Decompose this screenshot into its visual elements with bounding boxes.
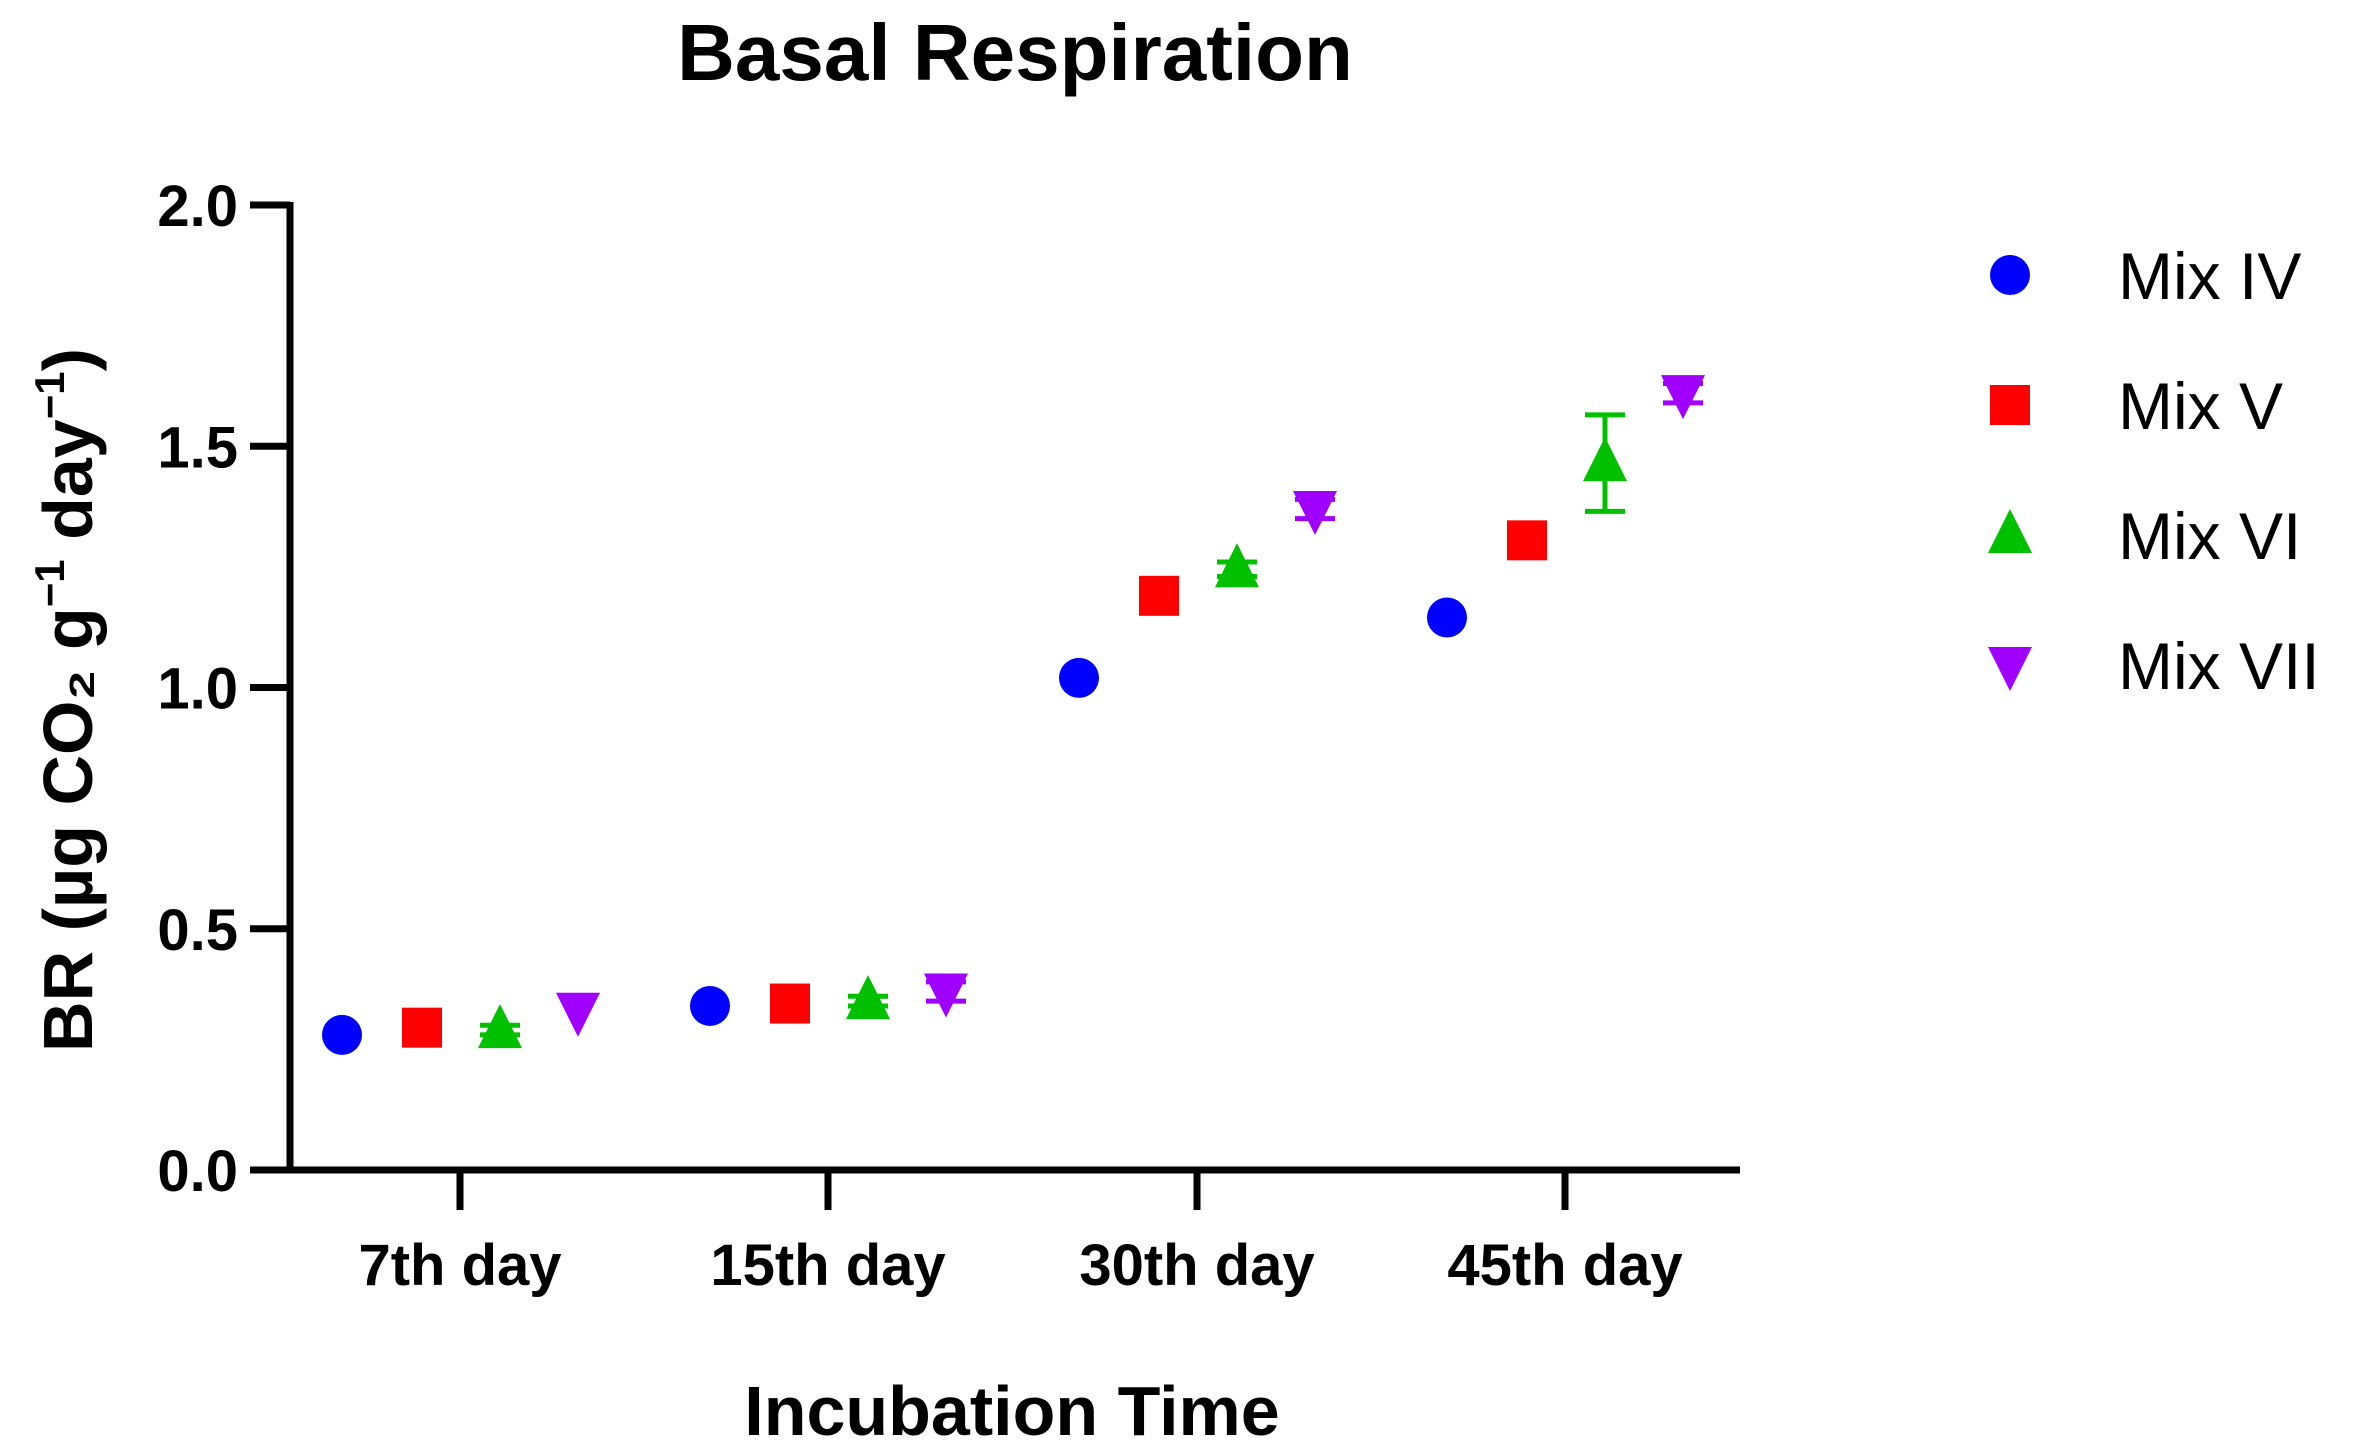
point-mix-vi (846, 975, 890, 1020)
legend-marker-mix-vi (1988, 509, 2032, 553)
legend-label-mix-vi: Mix VI (2118, 499, 2301, 573)
y-axis-title-prefix: BR (µg CO₂ g (29, 607, 107, 1052)
point-mix-v (1507, 520, 1547, 561)
point-mix-vii (556, 992, 600, 1037)
y-axis-title-suffix: ) (29, 348, 107, 371)
y-axis-title-middle: day (29, 419, 107, 559)
point-mix-vii (1293, 490, 1337, 535)
svg-text:BR (µg CO₂ g−1 day−1): BR (µg CO₂ g−1 day−1) (26, 348, 107, 1052)
point-mix-iv (690, 985, 730, 1026)
legend: Mix IV Mix V Mix VI Mix VII (1988, 239, 2320, 703)
point-mix-vii (924, 973, 968, 1018)
x-axis-title: Incubation Time (744, 1372, 1279, 1450)
x-tick-label: 45th day (1447, 1233, 1682, 1298)
point-mix-v (1139, 575, 1179, 616)
point-mix-vi (1583, 437, 1627, 482)
point-mix-iv (1059, 657, 1099, 698)
legend-label-mix-vii: Mix VII (2118, 629, 2320, 703)
y-tick-label: 1.5 (157, 415, 238, 480)
legend-label-mix-v: Mix V (2118, 369, 2283, 443)
point-mix-vi (478, 1004, 522, 1049)
y-axis-title: BR (µg CO₂ g−1 day−1) (26, 348, 107, 1052)
point-mix-iv (1427, 597, 1467, 638)
y-axis-title-sup1: −1 (26, 559, 73, 607)
x-tick-label: 7th day (358, 1233, 561, 1298)
y-ticks: 0.0 0.5 1.0 1.5 2.0 (157, 174, 290, 1204)
data-points (322, 375, 1705, 1055)
point-mix-v (770, 983, 810, 1024)
y-tick-label: 0.0 (157, 1139, 238, 1204)
x-tick-label: 15th day (710, 1233, 945, 1298)
y-tick-label: 1.0 (157, 657, 238, 722)
point-mix-iv (322, 1014, 362, 1055)
point-mix-vi (1215, 543, 1259, 588)
point-mix-vii (1661, 375, 1705, 420)
y-tick-label: 0.5 (157, 898, 238, 963)
legend-label-mix-iv: Mix IV (2118, 239, 2301, 313)
legend-marker-mix-vii (1988, 647, 2032, 691)
y-axis-title-sup2: −1 (26, 371, 73, 419)
y-tick-label: 2.0 (157, 174, 238, 239)
point-mix-v (402, 1007, 442, 1048)
legend-marker-mix-v (1990, 385, 2030, 425)
chart-title: Basal Respiration (677, 8, 1353, 97)
legend-marker-mix-iv (1990, 255, 2030, 295)
x-tick-label: 30th day (1079, 1233, 1314, 1298)
x-ticks: 7th day 15th day 30th day 45th day (358, 1170, 1683, 1298)
